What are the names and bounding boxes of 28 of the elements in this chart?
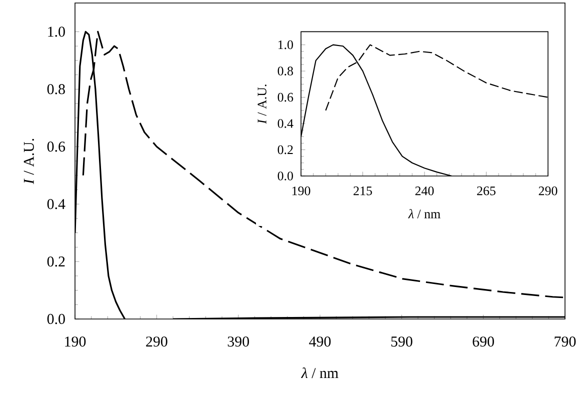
y-tick-label: 0.0 <box>278 172 293 180</box>
y-tick-label: 0.2 <box>278 145 293 154</box>
x-tick-label: 390 <box>228 336 249 347</box>
y-tick-label: 1.0 <box>278 40 293 50</box>
y-tick-label: 0.0 <box>47 314 65 324</box>
y-tick-label: 0.6 <box>278 92 294 102</box>
y-axis-title: I / A.U. <box>24 138 34 184</box>
x-tick-label: 490 <box>309 336 331 347</box>
x-tick-label: 265 <box>477 186 496 196</box>
y-tick-label: 0.2 <box>47 256 65 267</box>
y-tick-label: 0.4 <box>47 199 66 210</box>
y-tick-label: 0.6 <box>47 142 66 152</box>
x-tick-label: 215 <box>354 186 372 196</box>
y-tick-label: 1.0 <box>48 26 65 37</box>
x-tick-label: 290 <box>538 186 558 196</box>
y-tick-label: 0.8 <box>278 66 293 76</box>
x-tick-label: 790 <box>554 336 576 347</box>
x-tick-label: 190 <box>65 336 86 347</box>
y-axis-title: I / A.U. <box>258 84 266 124</box>
x-tick-label: 240 <box>415 186 434 196</box>
x-tick-label: 690 <box>472 336 494 347</box>
y-tick-label: 0.8 <box>47 84 65 94</box>
y-tick-label: 0.4 <box>278 119 294 128</box>
x-tick-label: 590 <box>391 336 412 347</box>
x-tick-label: 290 <box>146 336 168 347</box>
x-axis-title: λ / nm <box>408 209 440 218</box>
x-tick-label: 190 <box>292 186 310 196</box>
x-axis-title: λ / nm <box>301 367 338 378</box>
